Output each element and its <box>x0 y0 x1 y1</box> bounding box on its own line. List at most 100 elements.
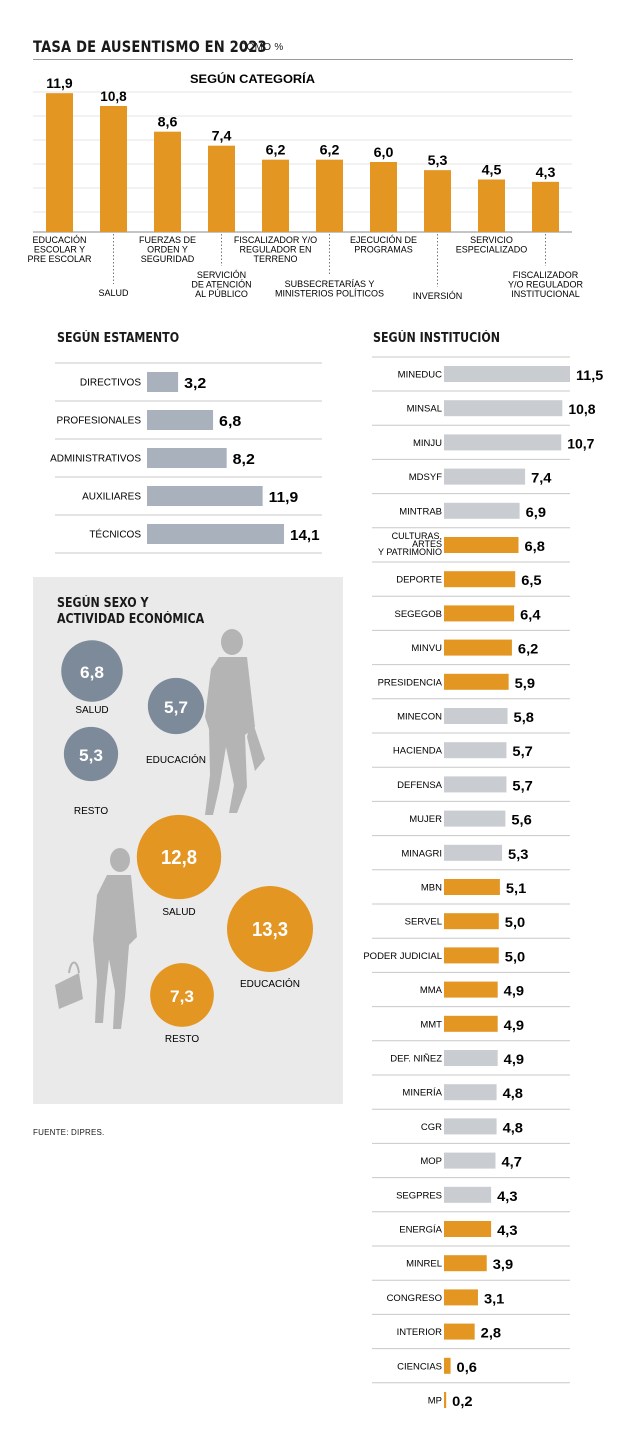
institucion-value-label: 3,9 <box>493 1256 514 1272</box>
institucion-bar <box>444 502 520 519</box>
institucion-label: SERVEL <box>405 917 442 928</box>
estamento-bar <box>147 524 284 544</box>
bubble-category-label: RESTO <box>74 806 108 817</box>
estamento-value-label: 6,8 <box>219 413 241 430</box>
estamento-title: SEGÚN ESTAMENTO <box>57 331 180 346</box>
institucion-bar <box>444 947 499 964</box>
category-value-label: 4,5 <box>482 162 502 178</box>
institucion-bar <box>444 1152 496 1169</box>
institucion-label: CULTURAS, <box>392 531 442 541</box>
institucion-value-label: 0,6 <box>457 1359 478 1375</box>
institucion-label: Y PATRIMONIO <box>378 547 442 557</box>
category-value-label: 10,8 <box>100 88 127 104</box>
institucion-value-label: 3,1 <box>484 1290 505 1306</box>
category-bar <box>424 170 451 232</box>
institucion-label: SEGEGOB <box>394 609 442 620</box>
institucion-bar <box>444 1392 447 1408</box>
category-label: SERVICIO <box>470 235 513 245</box>
institucion-bar <box>444 1118 497 1135</box>
institucion-label: MINECON <box>397 712 442 723</box>
category-value-label: 8,6 <box>158 114 178 130</box>
category-label: FUERZAS DE <box>139 235 196 245</box>
category-value-label: 5,3 <box>428 152 448 168</box>
institucion-value-label: 6,4 <box>520 606 541 622</box>
estamento-value-label: 8,2 <box>233 451 255 468</box>
category-value-label: 6,0 <box>374 144 394 160</box>
institucion-label: MDSYF <box>409 472 442 483</box>
institucion-value-label: 5,8 <box>514 709 535 725</box>
bubble <box>227 886 313 972</box>
category-label: INVERSIÓN <box>413 291 463 301</box>
institucion-label: MINTRAB <box>399 506 442 517</box>
institucion-value-label: 5,7 <box>512 743 533 759</box>
estamento-label: TÉCNICOS <box>89 528 141 541</box>
estamento-label: PROFESIONALES <box>57 416 142 427</box>
title-rule <box>33 59 573 60</box>
bubble-category-label: SALUD <box>162 907 195 918</box>
institucion-bar <box>444 981 498 998</box>
category-label: EDUCACIÓN <box>32 235 86 245</box>
category-label: ORDEN Y <box>147 245 188 255</box>
bubble-value-label: 12,8 <box>161 847 197 869</box>
institucion-label: MMT <box>420 1019 442 1030</box>
institucion-bar <box>444 537 519 553</box>
category-bar <box>154 131 181 232</box>
title-unit: COMO % <box>239 42 284 53</box>
category-label: REGULADOR EN <box>239 245 311 255</box>
institucion-value-label: 6,8 <box>525 538 546 554</box>
estamento-value-label: 11,9 <box>269 489 299 506</box>
institucion-label: MUJER <box>409 814 442 825</box>
institucion-bar <box>444 1357 451 1374</box>
category-label: SERVICIÓN <box>197 270 246 280</box>
category-bar <box>46 93 73 233</box>
institucion-value-label: 0,2 <box>452 1393 473 1409</box>
institucion-chart: MINEDUC 11,5 MINSAL 10,8 MINJU 10,7 MDSYF 7,4 MI… <box>363 356 603 1409</box>
institucion-label: MINVU <box>411 643 442 654</box>
institucion-value-label: 5,0 <box>505 914 526 930</box>
category-chart-title: SEGÚN CATEGORÍA <box>190 71 315 86</box>
institucion-bar <box>444 913 499 930</box>
estamento-bar <box>147 448 227 468</box>
sexo-title-line2: ACTIVIDAD ECONÓMICA <box>57 612 205 627</box>
estamento-chart: DIRECTIVOS 3,2 PROFESIONALES 6,8 ADMINISTRAT… <box>50 362 322 554</box>
category-value-label: 6,2 <box>320 142 340 158</box>
institucion-bar <box>444 673 509 690</box>
bubble <box>63 726 119 782</box>
institucion-bar <box>444 468 526 485</box>
bubble-category-label: SALUD <box>75 705 108 716</box>
bubble <box>136 814 222 900</box>
bubble <box>61 640 123 702</box>
category-value-label: 7,4 <box>212 128 232 144</box>
institucion-bar <box>444 400 563 417</box>
institucion-value-label: 4,8 <box>503 1119 524 1135</box>
estamento-label: AUXILIARES <box>82 492 141 503</box>
bubble <box>150 963 214 1027</box>
institucion-bar <box>444 1084 497 1101</box>
category-label: SEGURIDAD <box>141 254 195 264</box>
institucion-bar <box>444 1255 487 1272</box>
institucion-bar <box>444 1289 478 1306</box>
category-value-label: 6,2 <box>266 142 286 158</box>
institucion-bar <box>444 742 507 759</box>
institucion-label: DEF. NIÑEZ <box>390 1054 442 1065</box>
bubble-value-label: 5,3 <box>79 746 103 765</box>
institucion-label: MOP <box>420 1156 442 1167</box>
institucion-value-label: 4,9 <box>504 1051 525 1067</box>
category-label: SUBSECRETARÍAS Y <box>285 279 375 289</box>
institucion-value-label: 10,7 <box>567 435 594 451</box>
institucion-bar <box>444 1015 498 1032</box>
institucion-value-label: 5,0 <box>505 948 526 964</box>
bubble-value-label: 5,7 <box>164 698 188 717</box>
category-bar <box>478 179 505 232</box>
institucion-label: DEPORTE <box>396 575 442 586</box>
institucion-bar <box>444 1050 498 1066</box>
category-label: PROGRAMAS <box>354 245 413 255</box>
institucion-label: PRESIDENCIA <box>378 677 443 688</box>
institucion-value-label: 6,9 <box>526 504 547 520</box>
estamento-value-label: 3,2 <box>184 375 206 392</box>
institucion-value-label: 4,8 <box>503 1085 524 1101</box>
category-bar <box>316 159 343 232</box>
institucion-value-label: 10,8 <box>568 401 595 417</box>
category-label: SALUD <box>98 288 129 298</box>
source-note: FUENTE: DIPRES. <box>33 1128 105 1137</box>
